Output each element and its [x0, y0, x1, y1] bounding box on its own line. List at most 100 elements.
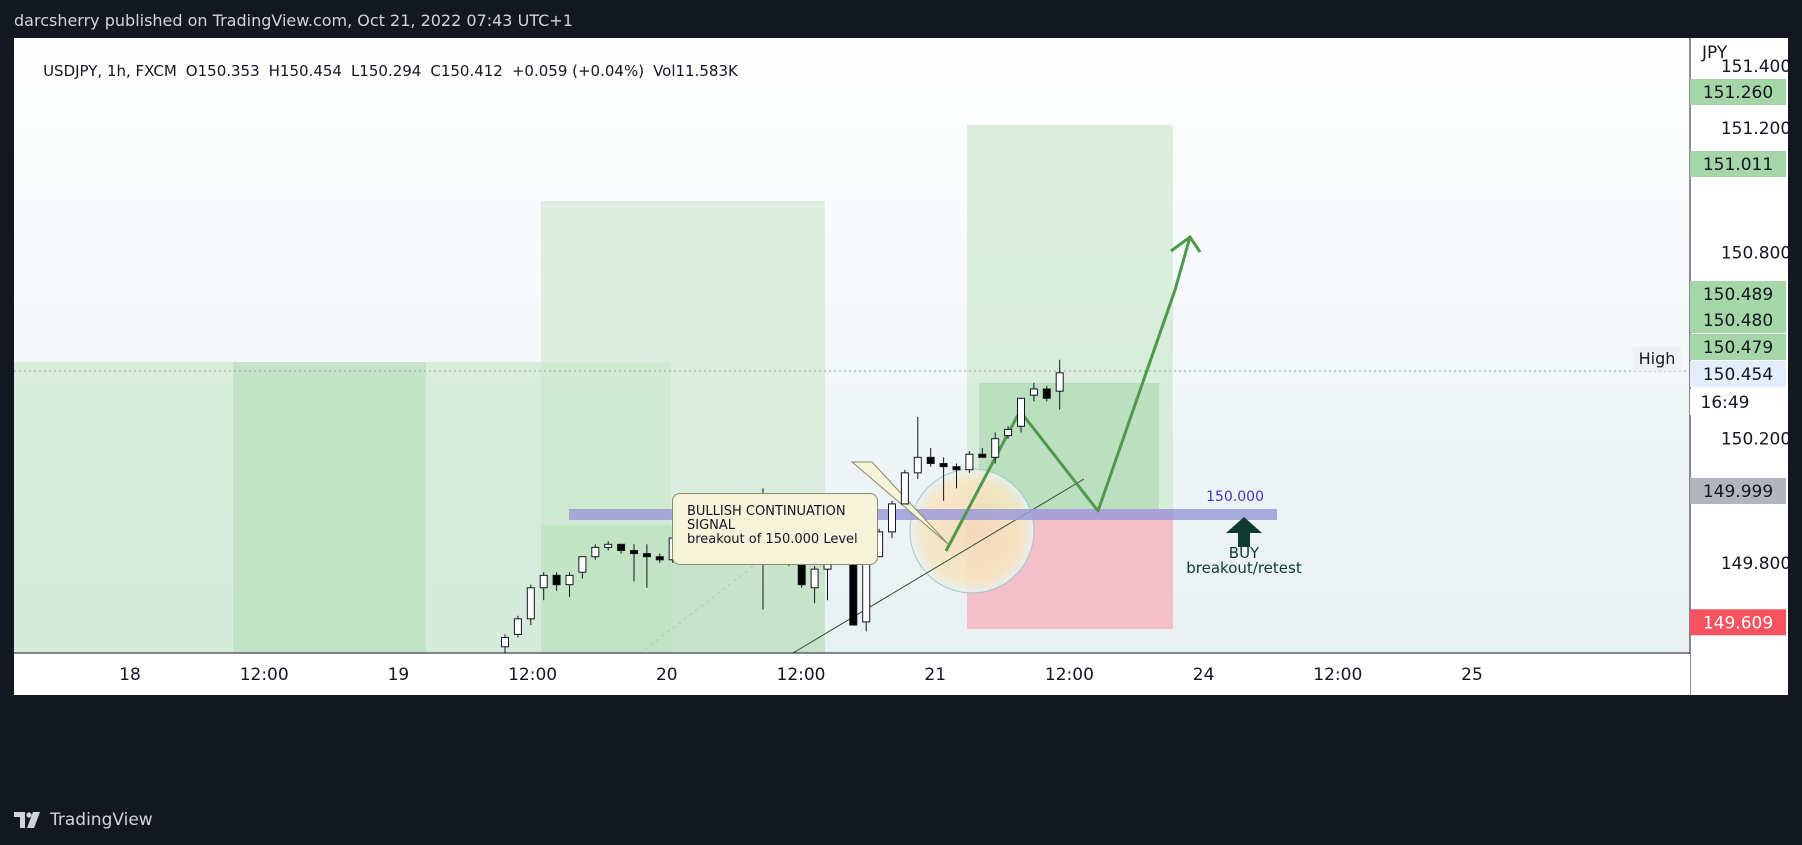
time-tick-label: 25	[1461, 665, 1483, 685]
candle	[991, 432, 1000, 464]
candle	[655, 553, 664, 563]
candle-body	[1017, 397, 1025, 427]
high-tag-background	[1633, 347, 1681, 371]
candle-body	[578, 556, 587, 573]
projection-arrow-head	[1170, 234, 1202, 253]
candle-body	[1029, 388, 1038, 396]
price-tag-label: 150.454	[1703, 365, 1773, 385]
candle-body	[978, 453, 987, 458]
trend-line-main	[792, 478, 1085, 654]
candle-body	[991, 438, 1000, 458]
price-tag-bg	[1690, 79, 1786, 105]
level-band-150000	[569, 509, 1277, 520]
breakout-highlight-circle	[909, 468, 1035, 594]
candle	[978, 448, 987, 458]
candle	[1004, 426, 1013, 439]
candle	[552, 572, 561, 591]
candle-body	[501, 636, 509, 648]
chart-canvas[interactable]: 150.000 JPY 151.400 151.200 150.800 150.200…	[14, 38, 1788, 795]
candle	[1017, 397, 1025, 433]
buy-arrow-icon	[1226, 517, 1262, 547]
price-tag-bg	[1690, 281, 1786, 307]
buy-sub-label: breakout/retest	[1186, 559, 1302, 577]
legend-high: H150.454	[268, 62, 342, 80]
candle-body	[900, 472, 909, 505]
candle-body	[862, 562, 871, 623]
buy-label-block: BUY breakout/retest	[1164, 546, 1324, 576]
legend-symbol: USDJPY, 1h, FXCM	[43, 62, 177, 80]
price-tag-bg	[1690, 307, 1786, 333]
time-tick-label: 24	[1193, 665, 1215, 685]
price-tick-label: 150.200	[1721, 430, 1788, 450]
candle-body	[1004, 428, 1013, 437]
time-tick-label: 12:00	[1313, 665, 1362, 685]
candle-body	[630, 550, 638, 555]
tradingview-logo-icon	[14, 812, 40, 828]
zone-left-inner	[233, 362, 426, 653]
price-tick-label: 151.200	[1721, 119, 1788, 139]
callout-pointer	[850, 461, 949, 545]
legend-close: C150.412	[430, 62, 503, 80]
candle	[617, 543, 626, 554]
price-tag-bg	[1690, 334, 1786, 360]
candle	[913, 416, 922, 480]
candle	[900, 469, 909, 505]
candle-body	[552, 574, 561, 586]
time-tick-label: 20	[656, 665, 678, 685]
candle-body	[591, 546, 600, 558]
time-axis-background	[14, 654, 1690, 695]
price-tag-label: 150.480	[1703, 311, 1773, 331]
price-tags-layer: 151.260 151.011 150.489 150.480 150.479 150.4…	[1690, 79, 1786, 636]
bottom-strip	[14, 695, 1788, 795]
price-tag-bg	[1690, 389, 1760, 415]
time-tick-label: 12:00	[1045, 665, 1094, 685]
price-tag: 151.260	[1690, 79, 1786, 105]
signal-callout: BULLISH CONTINUATION SIGNAL breakout of …	[672, 493, 878, 565]
time-tick-label: 12:00	[508, 665, 557, 685]
candle-body	[1055, 372, 1064, 392]
candle-body	[539, 574, 548, 589]
legend-change: +0.059 (+0.04%)	[511, 62, 645, 80]
price-tick-label: 150.800	[1721, 243, 1788, 263]
candle	[539, 572, 548, 601]
candle-body	[939, 463, 948, 468]
candle-body	[617, 543, 626, 551]
candle	[604, 541, 613, 551]
ohlc-legend: USDJPY, 1h, FXCM O150.353 H150.454 L150.294…	[24, 44, 747, 98]
price-tag-label: 16:49	[1701, 393, 1750, 413]
footer-brand[interactable]: TradingView	[14, 795, 414, 845]
legend-volume: Vol11.583K	[653, 62, 738, 80]
candle-body	[926, 456, 935, 465]
candle-body	[965, 453, 974, 471]
time-tick-label: 21	[924, 665, 946, 685]
time-tick-label: 18	[119, 665, 141, 685]
legend-open: O150.353	[185, 62, 260, 80]
price-tag-label: 151.011	[1703, 155, 1773, 175]
price-tag: 149.999	[1690, 478, 1786, 504]
price-axis-ticks: 151.400 151.200 150.800 150.200 149.800	[1721, 57, 1788, 574]
candle-body	[810, 568, 819, 589]
price-tag-bg	[1690, 361, 1786, 387]
time-axis-ticks: 18 12:00 19 12:00 20 12:00 21 12:00 24 12:00 25	[119, 665, 1483, 685]
level-label: 150.000	[1206, 489, 1264, 505]
price-tag: 150.480	[1690, 307, 1786, 333]
price-tag-label: 150.479	[1703, 338, 1773, 358]
candle-body	[913, 456, 922, 474]
candle	[862, 559, 871, 632]
candle	[578, 556, 587, 579]
price-tag-bg	[1690, 478, 1786, 504]
price-tag-label: 149.609	[1703, 613, 1773, 633]
candle-body	[642, 553, 651, 558]
chart-frame: 150.000 JPY 151.400 151.200 150.800 150.200…	[14, 38, 1788, 795]
candle	[939, 457, 948, 501]
high-tag: High	[1639, 349, 1676, 368]
candle	[965, 451, 974, 473]
candle	[501, 634, 509, 653]
price-tick-label: 151.400	[1721, 57, 1788, 77]
candle-body	[1042, 388, 1051, 399]
candle-body	[513, 618, 522, 635]
candle	[1055, 359, 1064, 410]
zones-layer	[14, 125, 1173, 653]
candle-body	[655, 556, 664, 561]
brand-name: TradingView	[50, 810, 153, 830]
